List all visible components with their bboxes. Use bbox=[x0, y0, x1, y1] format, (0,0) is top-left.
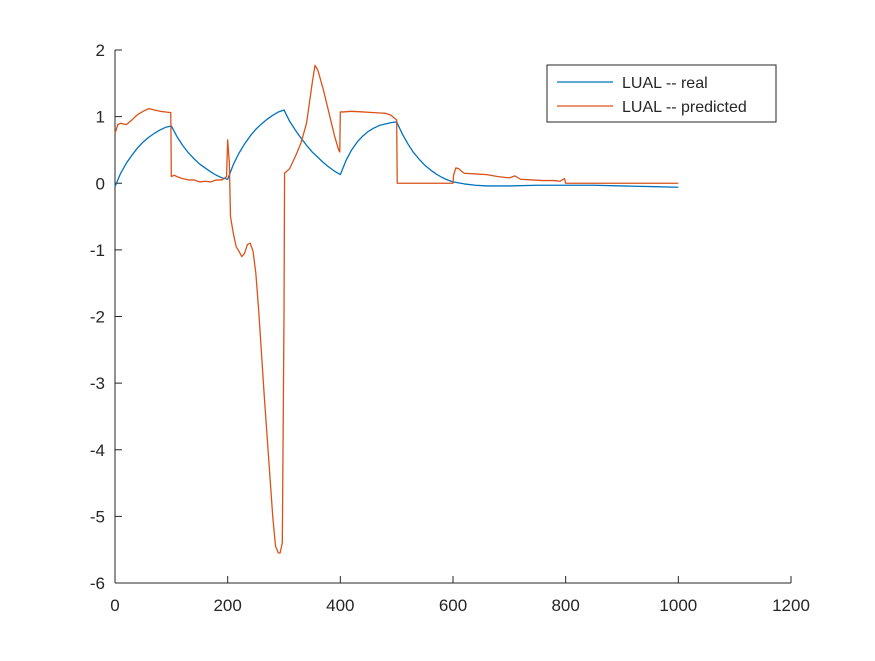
legend-box bbox=[546, 64, 777, 123]
series-line-real bbox=[114, 109, 679, 188]
y-tick-label: 1 bbox=[96, 108, 105, 127]
y-tick-label: 2 bbox=[96, 41, 105, 60]
x-tick-label: 200 bbox=[213, 596, 241, 615]
legend-label: LUAL -- real bbox=[622, 75, 708, 92]
y-tick-label: -3 bbox=[90, 374, 105, 393]
x-tick-label: 600 bbox=[439, 596, 467, 615]
legend-label: LUAL -- predicted bbox=[622, 99, 747, 116]
x-tick-label: 1000 bbox=[659, 596, 697, 615]
x-tick-label: 800 bbox=[551, 596, 579, 615]
legend: LUAL -- real LUAL -- predicted bbox=[546, 64, 777, 123]
y-tick-label: -4 bbox=[90, 441, 105, 460]
ticks: 0 200 400 600 800 1000 1200 -6 -5 -4 -3 -2 -1 0 1 2 bbox=[90, 41, 810, 615]
y-tick-label: -5 bbox=[90, 507, 105, 526]
y-tick-label: 0 bbox=[96, 174, 105, 193]
x-tick-label: 0 bbox=[110, 596, 119, 615]
x-tick-label: 1200 bbox=[772, 596, 810, 615]
series-lines bbox=[114, 64, 679, 554]
series-line-predicted bbox=[114, 64, 679, 554]
x-tick-label: 400 bbox=[326, 596, 354, 615]
y-tick-label: -2 bbox=[90, 308, 105, 327]
y-tick-label: -6 bbox=[90, 574, 105, 593]
y-tick-label: -1 bbox=[90, 241, 105, 260]
